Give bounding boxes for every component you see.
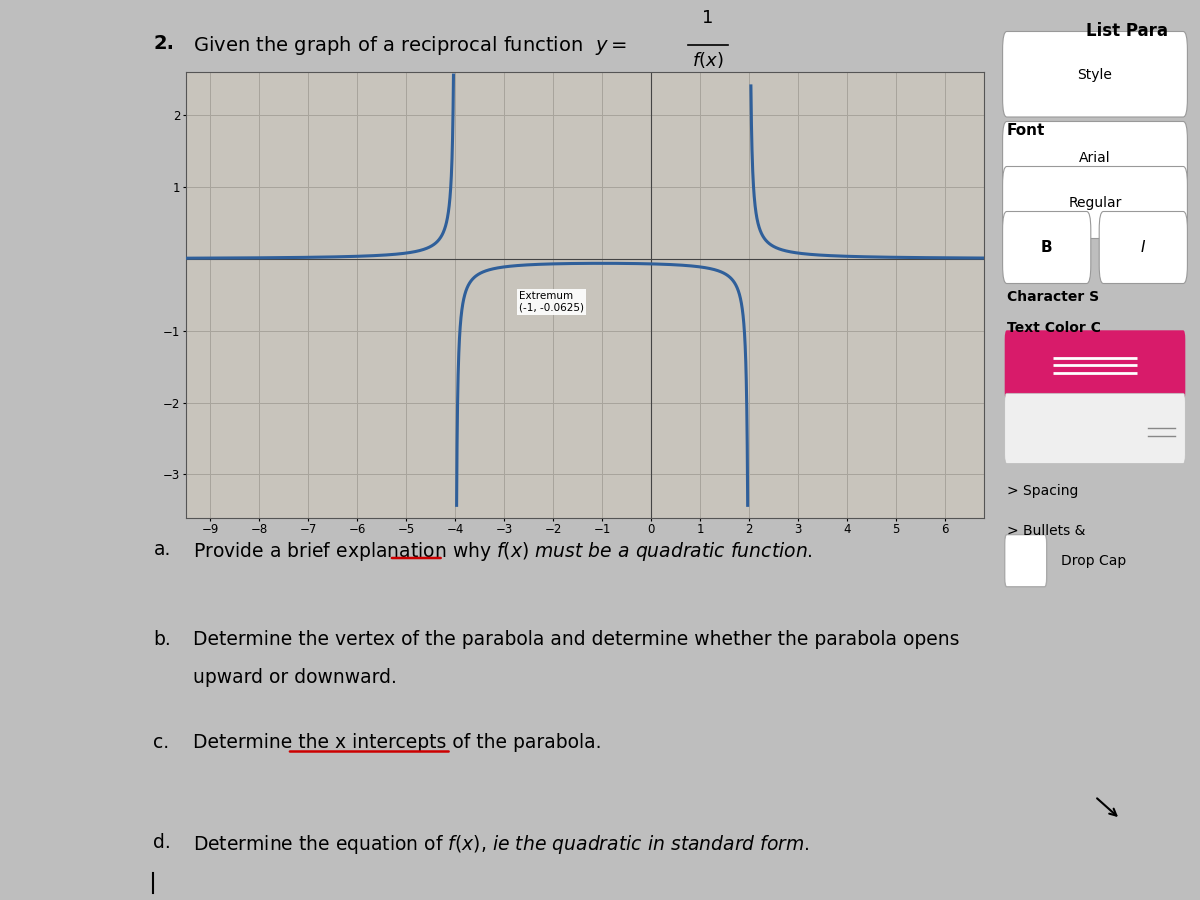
Text: Arial: Arial: [1079, 150, 1111, 165]
Text: 1: 1: [702, 9, 714, 27]
Text: d.: d.: [154, 832, 172, 851]
Text: Given the graph of a reciprocal function  $y =$: Given the graph of a reciprocal function…: [193, 34, 626, 58]
Text: List Para: List Para: [1086, 22, 1169, 40]
FancyBboxPatch shape: [1004, 535, 1046, 587]
FancyBboxPatch shape: [1099, 212, 1188, 284]
Text: > Bullets &: > Bullets &: [1007, 524, 1085, 538]
Text: Regular: Regular: [1068, 195, 1122, 210]
Text: Text Color C: Text Color C: [1007, 321, 1100, 336]
Text: Character S: Character S: [1007, 290, 1099, 304]
Text: Font: Font: [1007, 123, 1045, 138]
Text: 2.: 2.: [154, 34, 174, 53]
Text: Determine the vertex of the parabola and determine whether the parabola opens: Determine the vertex of the parabola and…: [193, 630, 960, 649]
Text: B: B: [1040, 240, 1052, 255]
FancyBboxPatch shape: [1003, 166, 1188, 238]
FancyBboxPatch shape: [1004, 330, 1186, 400]
FancyBboxPatch shape: [1003, 122, 1188, 194]
Text: > Spacing: > Spacing: [1007, 483, 1078, 498]
Text: Extremum
(-1, -0.0625): Extremum (-1, -0.0625): [518, 292, 584, 313]
Text: upward or downward.: upward or downward.: [193, 668, 397, 687]
Text: Drop Cap: Drop Cap: [1062, 554, 1127, 568]
Text: b.: b.: [154, 630, 172, 649]
Text: a.: a.: [154, 540, 170, 559]
Text: c.: c.: [154, 734, 169, 752]
Text: Determine the equation of $f(x)$, $\it{ie\ the\ quadratic\ in\ standard\ form}$.: Determine the equation of $f(x)$, $\it{i…: [193, 832, 810, 856]
Text: Determine the x intercepts of the parabola.: Determine the x intercepts of the parabo…: [193, 734, 601, 752]
Text: Provide a brief explanation why $\mathit{f}$($\mathit{x}$) $\it{must\ be\ a\ qua: Provide a brief explanation why $\mathit…: [193, 540, 812, 563]
Text: I: I: [1141, 240, 1146, 255]
FancyBboxPatch shape: [1003, 212, 1091, 284]
Text: $f(x)$: $f(x)$: [692, 50, 724, 69]
FancyBboxPatch shape: [1003, 32, 1188, 117]
FancyBboxPatch shape: [1004, 393, 1186, 464]
Text: Style: Style: [1078, 68, 1112, 82]
